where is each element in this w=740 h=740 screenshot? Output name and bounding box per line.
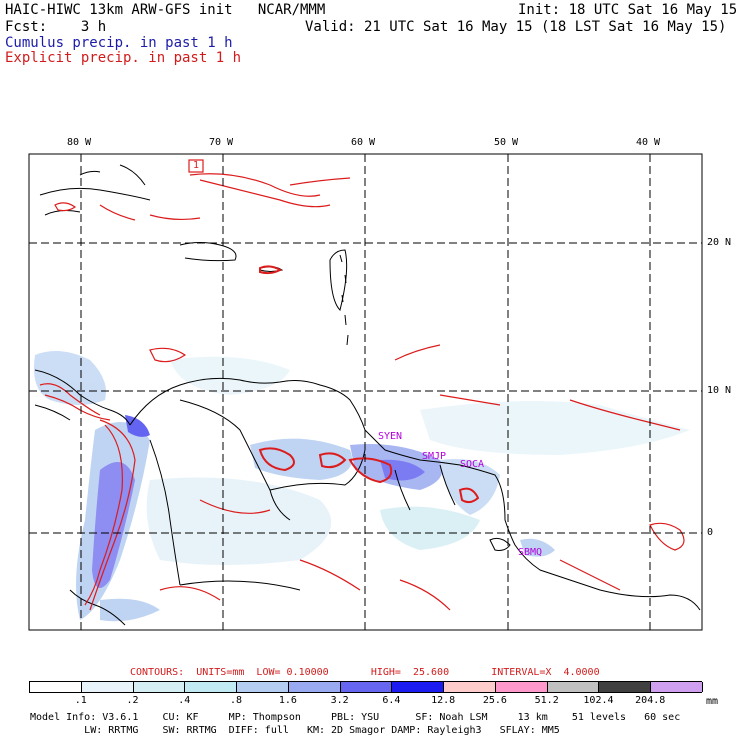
colorbar-swatch (288, 682, 341, 692)
legend-explicit: Explicit precip. in past 1 h (5, 50, 242, 66)
init-time: Init: 18 UTC Sat 16 May 15 (518, 2, 738, 18)
colorbar-swatch (185, 682, 238, 692)
footer-physics-info: LW: RRTMG SW: RRTMG DIFF: full KM: 2D Sm… (30, 725, 560, 736)
colorbar-swatch (547, 682, 600, 692)
colorbar-tick-label: 6.4 (382, 695, 401, 706)
colorbar (29, 681, 703, 693)
model-title: HAIC-HIWC 13km ARW-GFS init NCAR/MMM (5, 2, 326, 18)
place-label-syen: SYEN (378, 431, 403, 442)
lon-label-60w: 60 W (351, 137, 376, 148)
colorbar-unit: mm (706, 696, 719, 707)
box-label: 1 (193, 160, 200, 171)
lat-label-20n: 20 N (707, 237, 732, 248)
colorbar-tick-label: 204.8 (635, 695, 666, 706)
colorbar-swatch (340, 682, 393, 692)
map-frame (28, 153, 703, 631)
valid-time: Valid: 21 UTC Sat 16 May 15 (18 LST Sat … (305, 19, 727, 35)
place-label-smjp: SMJP (422, 451, 447, 462)
colorbar-tick-label: .4 (178, 695, 191, 706)
coastlines (34, 164, 701, 626)
lat-label-10n: 10 N (707, 385, 732, 396)
colorbar-tick-label: 51.2 (534, 695, 559, 706)
colorbar-swatch (237, 682, 289, 692)
colorbar-swatch (133, 682, 186, 692)
place-label-sbmq: SBMQ (518, 547, 543, 558)
colorbar-swatch (495, 682, 548, 692)
forecast-hour: Fcst: 3 h (5, 19, 107, 35)
lon-label-70w: 70 W (209, 137, 234, 148)
colorbar-tick-label: 12.8 (431, 695, 456, 706)
latlon-grid (29, 154, 702, 630)
colorbar-tick-label: 1.6 (278, 695, 297, 706)
colorbar-tick-label: 3.2 (330, 695, 349, 706)
colorbar-tick-label: .1 (74, 695, 87, 706)
colorbar-swatch (651, 682, 703, 692)
lon-label-40w: 40 W (636, 137, 661, 148)
colorbar-tick-label: 25.6 (482, 695, 507, 706)
colorbar-swatch (30, 682, 82, 692)
place-label-soca: SOCA (460, 459, 485, 470)
cumulus-shading (34, 351, 690, 622)
colorbar-tick-label: .2 (126, 695, 139, 706)
explicit-contours (39, 159, 685, 611)
colorbar-swatch (81, 682, 134, 692)
colorbar-swatch (599, 682, 652, 692)
colorbar-tick-label: 102.4 (583, 695, 614, 706)
colorbar-swatch (444, 682, 496, 692)
lon-label-80w: 80 W (67, 137, 92, 148)
lat-label-0: 0 (707, 527, 714, 538)
colorbar-swatch (392, 682, 445, 692)
contours-info: CONTOURS: UNITS=mm LOW= 0.10000 HIGH= 25… (130, 667, 600, 678)
footer-model-info: Model Info: V3.6.1 CU: KF MP: Thompson P… (30, 712, 681, 723)
legend-cumulus: Cumulus precip. in past 1 h (5, 35, 233, 51)
colorbar-tick-label: .8 (230, 695, 243, 706)
lon-label-50w: 50 W (494, 137, 519, 148)
